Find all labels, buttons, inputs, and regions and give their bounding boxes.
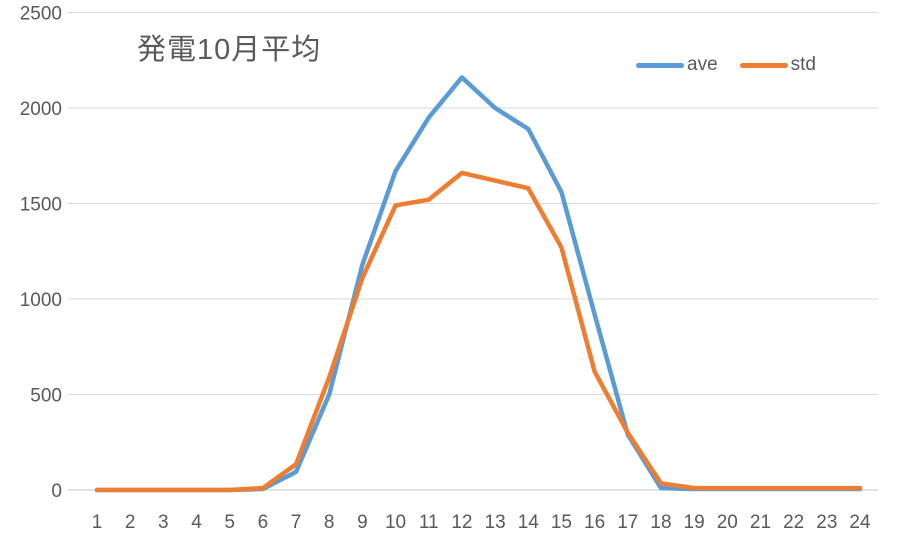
x-axis-label: 7 [291, 512, 302, 533]
y-axis-label: 2500 [20, 4, 62, 25]
x-axis-label: 10 [385, 512, 406, 533]
series-line-ave[interactable] [94, 75, 863, 493]
y-axis-label: 0 [51, 481, 62, 502]
ave-line-swatch [636, 62, 684, 68]
x-axis-label: 8 [324, 512, 335, 533]
x-axis-label: 17 [617, 512, 638, 533]
legend-item-std[interactable]: std [739, 54, 816, 76]
x-axis-label: 24 [849, 512, 871, 533]
legend-label-std: std [790, 54, 816, 75]
x-axis-label: 11 [419, 512, 439, 533]
x-axis-label: 12 [451, 512, 472, 533]
legend: ave std [636, 54, 816, 76]
x-axis-label: 21 [750, 512, 771, 533]
y-axis-label: 2000 [20, 99, 62, 120]
x-axis-label: 19 [684, 512, 705, 533]
x-axis-label: 16 [584, 512, 605, 533]
x-axis-label: 14 [518, 512, 540, 533]
y-axis-label: 500 [30, 386, 62, 407]
x-axis-label: 9 [357, 512, 368, 533]
x-axis-label: 4 [191, 512, 202, 533]
x-axis-label: 6 [258, 512, 269, 533]
x-axis-label: 13 [485, 512, 506, 533]
legend-item-ave[interactable]: ave [636, 54, 718, 76]
x-axis-label: 5 [224, 512, 235, 533]
series-line-std[interactable] [94, 170, 863, 493]
chart-title: 発電10月平均 [137, 34, 322, 66]
x-axis-label: 22 [783, 512, 804, 533]
x-axis-label: 15 [551, 512, 572, 533]
x-axis-label: 18 [650, 512, 671, 533]
std-line-swatch [739, 62, 788, 68]
x-axis-label: 20 [717, 512, 738, 533]
x-axis-label: 2 [125, 512, 136, 533]
x-axis-label: 23 [816, 512, 837, 533]
y-axis-label: 1000 [20, 290, 62, 311]
y-axis-label: 1500 [20, 195, 62, 216]
legend-label-ave: ave [687, 54, 718, 75]
x-axis-label: 1 [92, 512, 103, 533]
x-axis-label: 3 [158, 512, 169, 533]
